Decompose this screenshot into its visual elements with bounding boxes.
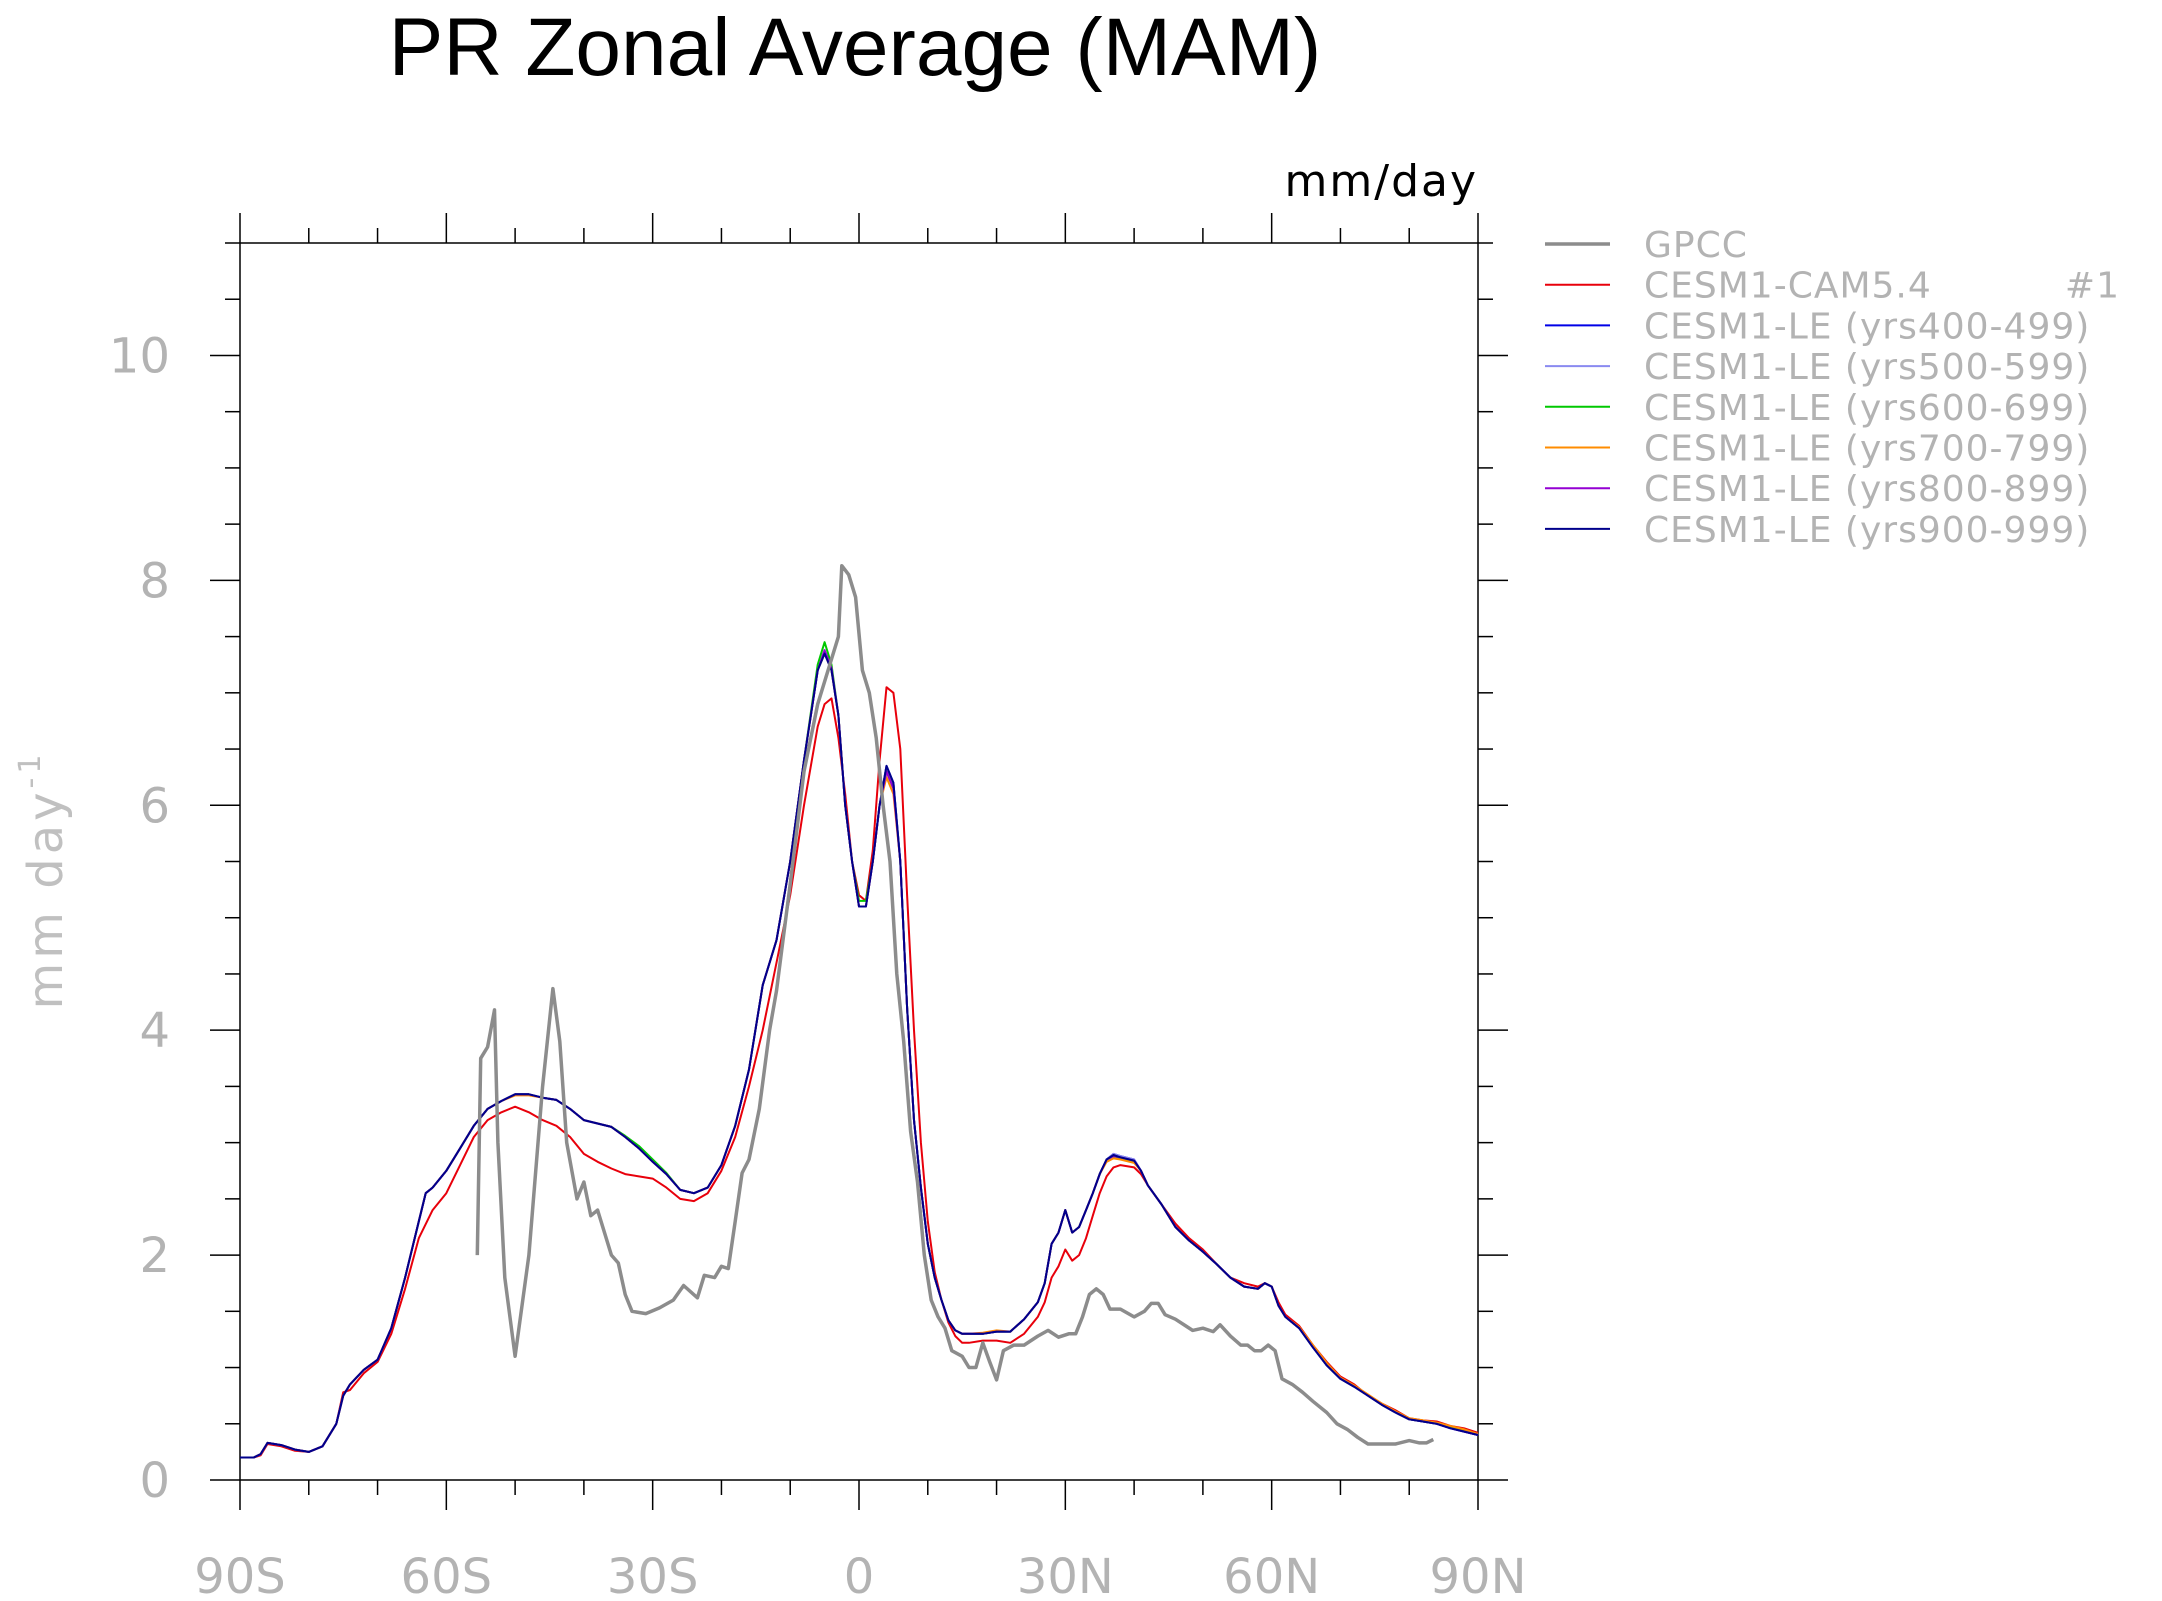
legend-annotation: #1: [2065, 266, 2120, 307]
legend-label: CESM1-LE (yrs600-699): [1644, 388, 2090, 429]
y-tick-label: 8: [139, 553, 170, 609]
units-label: mm/day: [1285, 156, 1478, 207]
y-tick-label: 6: [139, 778, 170, 834]
x-tick-label: 90S: [194, 1549, 286, 1601]
series-line: [240, 641, 1479, 1459]
x-tick-label: 90N: [1430, 1549, 1527, 1601]
chart-title: PR Zonal Average (MAM): [389, 2, 1322, 93]
legend-label: CESM1-CAM5.4: [1644, 266, 1932, 307]
y-tick-label: 2: [139, 1228, 170, 1284]
x-tick-label: 30S: [607, 1549, 699, 1601]
series-line: [240, 652, 1479, 1459]
legend-label: CESM1-LE (yrs900-999): [1644, 510, 2090, 551]
series-line: [240, 652, 1479, 1459]
series-line: [240, 649, 1479, 1459]
series-lines: [240, 563, 1479, 1459]
plot-frame: [239, 242, 1479, 1481]
x-tick-label: 0: [844, 1549, 875, 1601]
legend-label: GPCC: [1644, 225, 1748, 266]
y-tick-label: 10: [109, 328, 170, 384]
y-tick-label: 0: [139, 1453, 170, 1509]
legend-label: CESM1-LE (yrs400-499): [1644, 306, 2090, 347]
x-tick-label: 30N: [1017, 1549, 1114, 1601]
y-axis-label-exponent: -1: [13, 751, 48, 789]
legend-label: CESM1-LE (yrs500-599): [1644, 347, 2090, 388]
series-line: [475, 563, 1435, 1446]
x-tick-label: 60S: [401, 1549, 493, 1601]
series-line: [240, 652, 1479, 1459]
plot-area: [239, 242, 1479, 1481]
y-tick-label: 4: [139, 1003, 170, 1059]
y-axis-label: mm day-1: [13, 751, 74, 1010]
x-tick-label: 60N: [1223, 1549, 1320, 1601]
series-line: [240, 652, 1479, 1459]
legend-label: CESM1-LE (yrs700-799): [1644, 429, 2090, 470]
axes: 90S 60S 30S 0 30N 60N 90N 0 2 4 6 8 10: [109, 213, 1527, 1601]
y-axis-label-text: mm day: [18, 788, 74, 1009]
series-line: [240, 686, 1479, 1459]
legend-label: CESM1-LE (yrs800-899): [1644, 469, 2090, 510]
